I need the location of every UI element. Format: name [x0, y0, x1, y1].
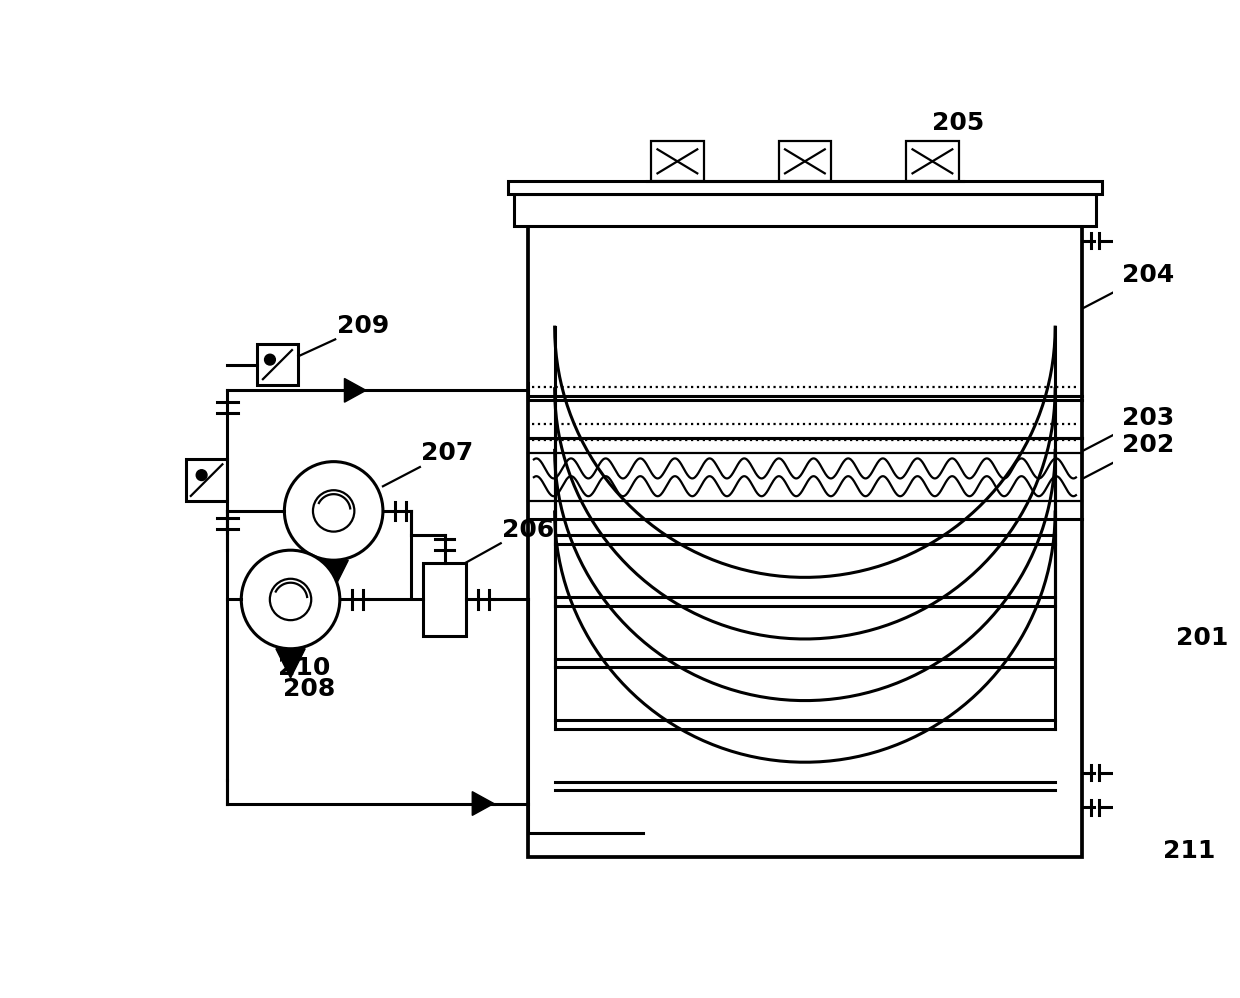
Polygon shape [1122, 224, 1149, 257]
Bar [423, 563, 466, 637]
Bar [528, 226, 1083, 857]
Text: 205: 205 [932, 111, 985, 135]
Bar [779, 142, 831, 182]
Polygon shape [319, 560, 348, 590]
Bar [186, 459, 227, 501]
Text: 204: 204 [1122, 263, 1174, 287]
Text: 202: 202 [1122, 433, 1174, 457]
Text: 208: 208 [283, 677, 335, 702]
Text: 209: 209 [337, 313, 389, 338]
Text: 211: 211 [1163, 838, 1215, 863]
Circle shape [196, 470, 207, 480]
Bar [507, 182, 1102, 194]
Polygon shape [1122, 755, 1149, 789]
Polygon shape [472, 791, 494, 815]
Circle shape [284, 462, 383, 560]
Circle shape [264, 354, 275, 365]
Bar [513, 194, 1096, 226]
Bar [651, 142, 703, 182]
Bar [906, 142, 959, 182]
Text: 207: 207 [422, 441, 474, 465]
Text: 206: 206 [501, 518, 554, 542]
Text: 210: 210 [278, 657, 331, 681]
Polygon shape [345, 378, 366, 402]
Circle shape [242, 550, 340, 649]
Polygon shape [277, 649, 305, 678]
Polygon shape [1122, 790, 1149, 824]
Bar [257, 344, 299, 385]
Text: 203: 203 [1122, 405, 1174, 429]
Text: 201: 201 [1176, 627, 1229, 651]
